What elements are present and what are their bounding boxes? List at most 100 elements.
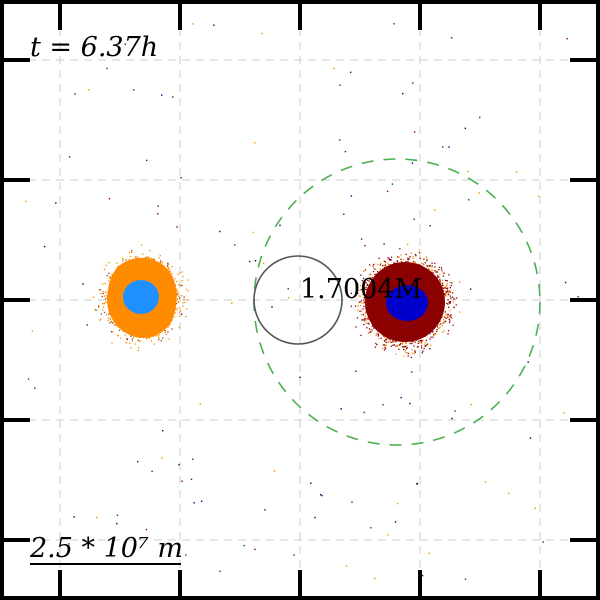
particle [174,312,177,314]
particle [105,291,107,294]
particle [438,324,441,326]
particle [438,328,440,330]
particle [380,337,382,339]
particle [445,295,447,297]
particle [440,323,442,325]
particle [383,260,385,262]
particle [359,295,361,297]
particle [438,276,440,278]
particle [131,338,133,340]
particle [363,299,365,301]
particle [150,340,153,342]
particle [426,259,428,262]
particle [129,342,131,344]
particle [157,205,159,207]
particle [88,89,90,91]
particle [441,271,444,273]
particle [27,378,30,380]
particle [320,494,322,496]
particle [385,338,387,340]
particle [400,258,402,260]
particle [369,264,371,266]
particle [423,263,425,265]
particle [152,258,154,260]
particle [439,282,441,284]
particle [363,296,365,298]
particle [102,303,104,305]
particle [515,171,518,173]
particle [129,251,131,254]
particle [254,548,256,551]
particle [128,258,130,261]
particle [183,298,185,301]
particle [116,266,118,269]
particle [449,295,452,297]
particle [431,266,433,268]
particle [95,309,97,311]
particle [424,342,426,344]
particle [340,408,342,410]
particle [405,253,407,256]
particle [383,266,386,269]
particle [396,260,399,263]
particle [147,257,150,259]
particle [427,266,429,268]
particle [419,340,422,342]
particle [364,312,366,314]
time-label: t = 6.37h [30,32,159,63]
particle [444,294,446,296]
particle [169,323,171,326]
particle [231,302,233,304]
particle [479,116,481,119]
particle [137,347,140,349]
particle [377,334,380,336]
particle [108,313,110,315]
particle [449,309,451,312]
particle [357,305,359,307]
particle [158,334,160,336]
particle [407,355,409,357]
particle [444,315,446,317]
particle [431,262,433,264]
particle [360,310,363,312]
particle [421,340,423,342]
particle [375,334,377,337]
particle [527,361,529,363]
particle [192,23,194,25]
particle [448,321,451,324]
particle [381,347,384,349]
particle [178,463,180,466]
particle [382,404,384,406]
particle [366,319,368,321]
particle [43,245,46,248]
particle [361,280,363,282]
particle [367,279,369,281]
particle [439,326,441,328]
particle [106,67,108,70]
particle [426,258,428,261]
particle [447,316,449,318]
particle [398,344,401,346]
particle [173,316,175,318]
particle [364,318,366,320]
particle [438,269,440,271]
particle [111,273,113,276]
particle [99,319,101,321]
particle [108,198,111,200]
particle [416,346,419,348]
particle [403,346,405,348]
particle [403,348,405,351]
particle [435,271,437,273]
particle [397,344,399,347]
particle [148,337,151,339]
particle [178,295,180,297]
particle [137,339,139,341]
particle [377,335,380,337]
particle [153,343,155,345]
particle [110,320,113,323]
particle [360,334,362,337]
particle [395,345,397,347]
particle [430,344,432,346]
particle [252,231,255,234]
particle [390,341,392,343]
